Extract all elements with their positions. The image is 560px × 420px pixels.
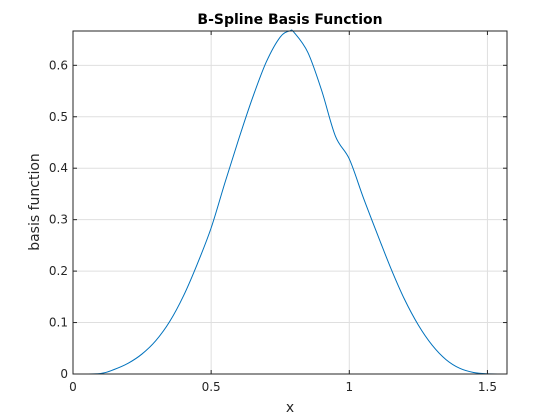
ticks: 0 0.5 1 1.5 0 0.1 0.2 0.3 0.4 0.5 0.6 bbox=[49, 31, 507, 394]
chart-title: B-Spline Basis Function bbox=[197, 12, 382, 28]
axes-box bbox=[72, 30, 508, 375]
y-tick-label: 0.1 bbox=[49, 316, 68, 330]
x-axis-label: x bbox=[286, 400, 294, 416]
y-tick-label: 0.4 bbox=[49, 161, 68, 175]
x-tick-label: 0 bbox=[69, 380, 77, 394]
y-tick-label: 0 bbox=[60, 367, 68, 381]
y-tick-label: 0.2 bbox=[49, 264, 68, 278]
series-layer bbox=[72, 29, 508, 375]
x-tick-label: 0.5 bbox=[202, 380, 221, 394]
y-axis-label: basis function bbox=[27, 153, 43, 251]
y-tick-label: 0.5 bbox=[49, 110, 68, 124]
x-tick-label: 1 bbox=[345, 380, 353, 394]
y-tick-label: 0.3 bbox=[49, 213, 68, 227]
series-line bbox=[72, 29, 508, 375]
x-tick-label: 1.5 bbox=[478, 380, 497, 394]
y-tick-label: 0.6 bbox=[49, 58, 68, 72]
